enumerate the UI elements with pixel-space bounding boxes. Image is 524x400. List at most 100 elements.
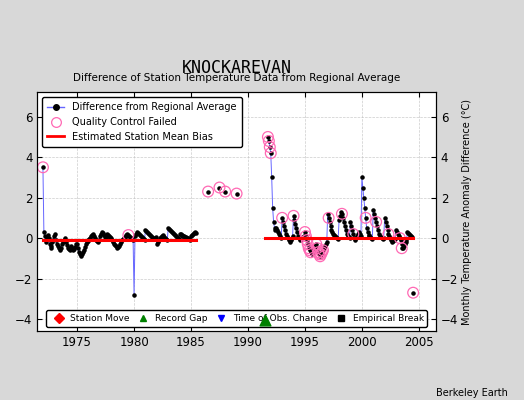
Point <box>385 233 394 239</box>
Point <box>297 236 305 242</box>
Point <box>172 233 180 239</box>
Point <box>309 247 318 254</box>
Point <box>380 215 389 221</box>
Point <box>371 215 379 221</box>
Point <box>400 241 409 247</box>
Point <box>177 232 185 238</box>
Point <box>313 245 321 252</box>
Point <box>101 234 109 240</box>
Point <box>265 138 273 144</box>
Point <box>145 231 154 237</box>
Point <box>318 249 326 256</box>
Point <box>388 239 397 245</box>
Point <box>167 228 175 234</box>
Point <box>137 234 146 240</box>
Point <box>104 232 113 238</box>
Point <box>184 235 192 242</box>
Point <box>91 235 100 241</box>
Point <box>140 237 149 243</box>
Point <box>303 241 312 247</box>
Point <box>148 234 156 240</box>
Point <box>312 241 321 247</box>
Point <box>305 247 314 254</box>
Point <box>282 231 290 237</box>
Point <box>62 242 71 248</box>
Point <box>192 230 200 236</box>
Point <box>73 241 81 247</box>
Point <box>74 245 82 252</box>
Point <box>299 234 307 240</box>
Point <box>81 244 89 250</box>
Point <box>84 237 93 243</box>
Point <box>137 233 145 239</box>
Point <box>169 230 177 236</box>
Point <box>54 243 62 249</box>
Point <box>278 215 286 221</box>
Point <box>298 235 306 241</box>
Point <box>264 134 272 140</box>
Point <box>367 235 376 241</box>
Point <box>273 227 281 233</box>
Point <box>362 215 370 221</box>
Point <box>369 206 377 213</box>
Point <box>76 251 84 258</box>
Point <box>363 229 372 235</box>
Point <box>267 150 275 156</box>
Point <box>129 237 137 243</box>
Point <box>162 236 170 242</box>
Point <box>378 235 386 241</box>
Point <box>398 241 406 247</box>
Point <box>287 237 295 243</box>
Point <box>107 235 115 241</box>
Point <box>362 215 370 221</box>
Point <box>79 249 87 256</box>
Point <box>112 243 120 249</box>
Point <box>69 247 78 254</box>
Point <box>100 232 108 238</box>
Point <box>75 249 83 256</box>
Point <box>77 253 85 260</box>
Point <box>270 225 279 231</box>
Point <box>301 229 309 235</box>
Point <box>308 251 316 258</box>
Point <box>174 236 183 242</box>
Point <box>317 251 325 258</box>
Point <box>296 237 304 243</box>
Point <box>304 245 313 252</box>
Point <box>333 235 341 241</box>
Point <box>71 244 80 250</box>
Point <box>373 223 381 229</box>
Point <box>89 231 97 237</box>
Point <box>41 233 49 239</box>
Point <box>409 290 417 296</box>
Point <box>310 245 319 252</box>
Point <box>368 236 377 242</box>
Point <box>111 242 119 248</box>
Point <box>288 233 297 239</box>
Point <box>286 239 294 245</box>
Point <box>180 233 189 240</box>
Point <box>151 235 159 241</box>
Point <box>377 234 385 240</box>
Point <box>314 249 322 256</box>
Point <box>46 241 54 247</box>
Point <box>141 227 150 233</box>
Point <box>375 231 383 237</box>
Point <box>326 223 335 229</box>
Point <box>41 239 50 245</box>
Point <box>155 237 163 243</box>
Point <box>99 230 107 236</box>
Point <box>406 232 414 238</box>
Point <box>161 235 170 241</box>
Point <box>358 184 367 191</box>
Point <box>348 227 356 233</box>
Point <box>353 233 362 239</box>
Point <box>83 238 92 244</box>
Point <box>181 234 190 240</box>
Point <box>379 235 388 241</box>
Point <box>267 150 275 156</box>
Point <box>313 245 321 252</box>
Point <box>316 253 324 260</box>
Point <box>163 237 171 243</box>
Point <box>403 229 412 235</box>
